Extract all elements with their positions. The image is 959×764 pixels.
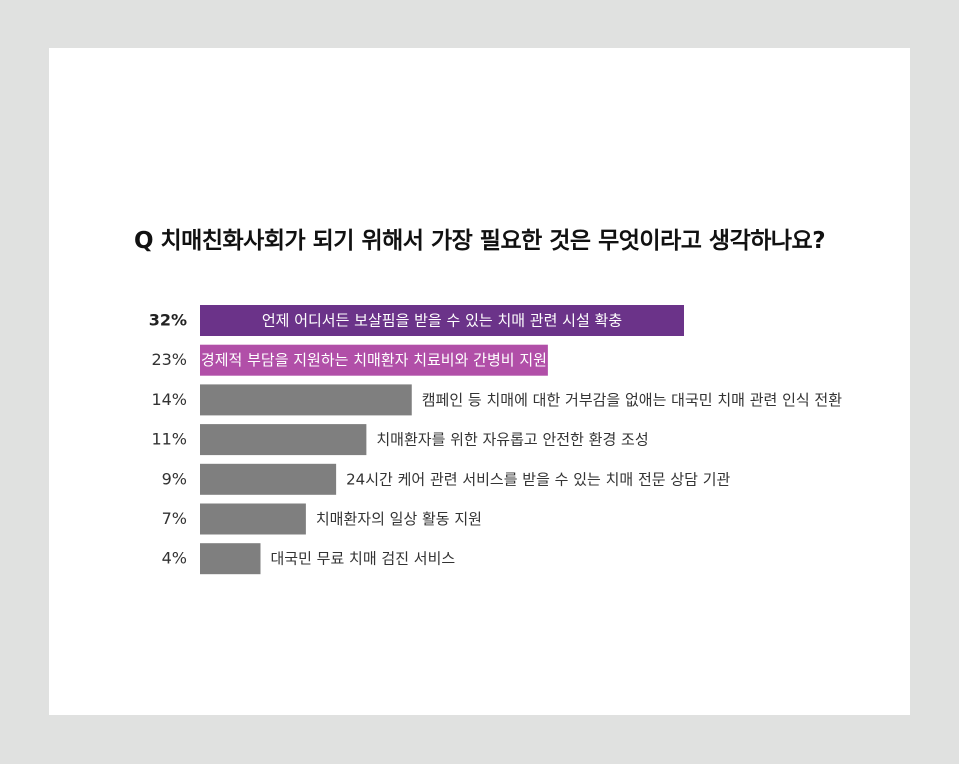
bar-value-label: 4%	[162, 549, 187, 568]
bar-value-label: 9%	[162, 469, 187, 488]
bar-value-label: 23%	[151, 350, 187, 369]
bar	[200, 543, 261, 575]
bar-category-label: 언제 어디서든 보살핌을 받을 수 있는 치매 관련 시설 확충	[262, 312, 622, 330]
bar-value-label: 7%	[162, 509, 187, 528]
bar	[200, 463, 337, 495]
survey-bar-chart: 32% 언제 어디서든 보살핌을 받을 수 있는 치매 관련 시설 확충 23% 경제…	[149, 305, 842, 575]
bar-category-label: 대국민 무료 치매 검진 서비스	[271, 550, 456, 568]
bar	[200, 424, 367, 456]
bar-category-label: 캠페인 등 치매에 대한 거부감을 없애는 대국민 치매 관련 인식 전환	[422, 391, 842, 409]
chart-card: Q 치매친화사회가 되기 위해서 가장 필요한 것은 무엇이라고 생각하나요? …	[49, 48, 910, 715]
bar	[200, 384, 412, 416]
bar-value-label: 14%	[151, 390, 187, 409]
bar-category-label: 치매환자의 일상 활동 지원	[316, 510, 482, 528]
bar-value-label: 32%	[149, 311, 187, 330]
bar-category-label: 24시간 케어 관련 서비스를 받을 수 있는 치매 전문 상담 기관	[346, 470, 730, 488]
bar-value-label: 11%	[151, 430, 187, 449]
bar	[200, 503, 306, 535]
bar	[200, 344, 548, 376]
bar	[200, 305, 684, 336]
bar-category-label: 치매환자를 위한 자유롭고 안전한 환경 조성	[376, 431, 648, 449]
question-title: Q 치매친화사회가 되기 위해서 가장 필요한 것은 무엇이라고 생각하나요?	[133, 228, 826, 254]
bar-category-label: 경제적 부담을 지원하는 치매환자 치료비와 간병비 지원	[201, 351, 547, 369]
